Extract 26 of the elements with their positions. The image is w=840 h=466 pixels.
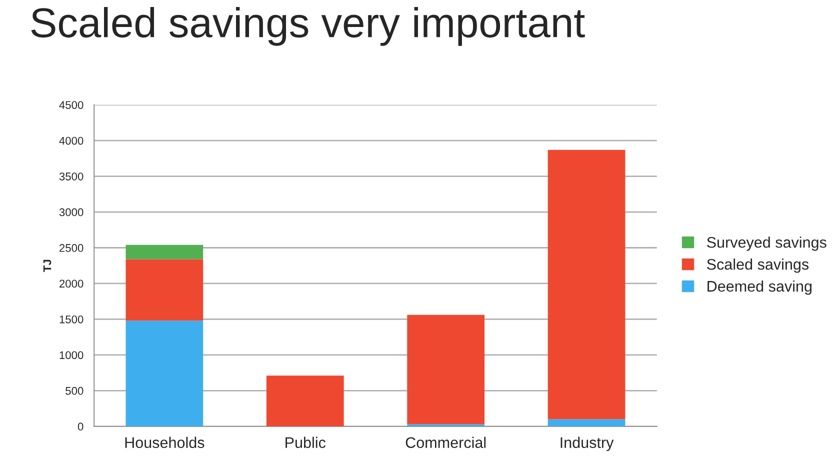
legend-label: Scaled savings	[707, 258, 809, 273]
chart-title: Scaled savings very important	[31, 6, 585, 46]
bar	[407, 314, 485, 424]
y-tick-label: 4500	[59, 101, 84, 109]
y-tick-label: 1000	[60, 351, 84, 360]
y-tick-label: 0	[78, 422, 84, 431]
x-tick-label: Industry	[560, 436, 614, 452]
bar	[126, 259, 204, 321]
y-tick-label: 4000	[59, 136, 84, 145]
bar	[266, 376, 344, 426]
bar	[126, 244, 204, 260]
y-tick-label: 3000	[59, 208, 84, 216]
y-tick-label: 2500	[60, 244, 84, 252]
x-tick-label: Public	[286, 436, 326, 448]
y-tick-label: 2000	[60, 280, 84, 288]
bar	[126, 320, 204, 426]
legend-label: Surveyed savings	[707, 236, 826, 251]
x-tick-label: Commercial	[406, 436, 486, 448]
y-tick-label: 500	[66, 386, 84, 395]
bar	[548, 419, 626, 426]
bar	[548, 150, 626, 420]
y-axis-title: TJ	[43, 260, 52, 272]
x-tick-label: Households	[125, 436, 204, 448]
y-tick-label: 1500	[60, 315, 84, 324]
y-tick-label: 3500	[59, 172, 84, 180]
legend-label: Deemed saving	[708, 280, 812, 295]
